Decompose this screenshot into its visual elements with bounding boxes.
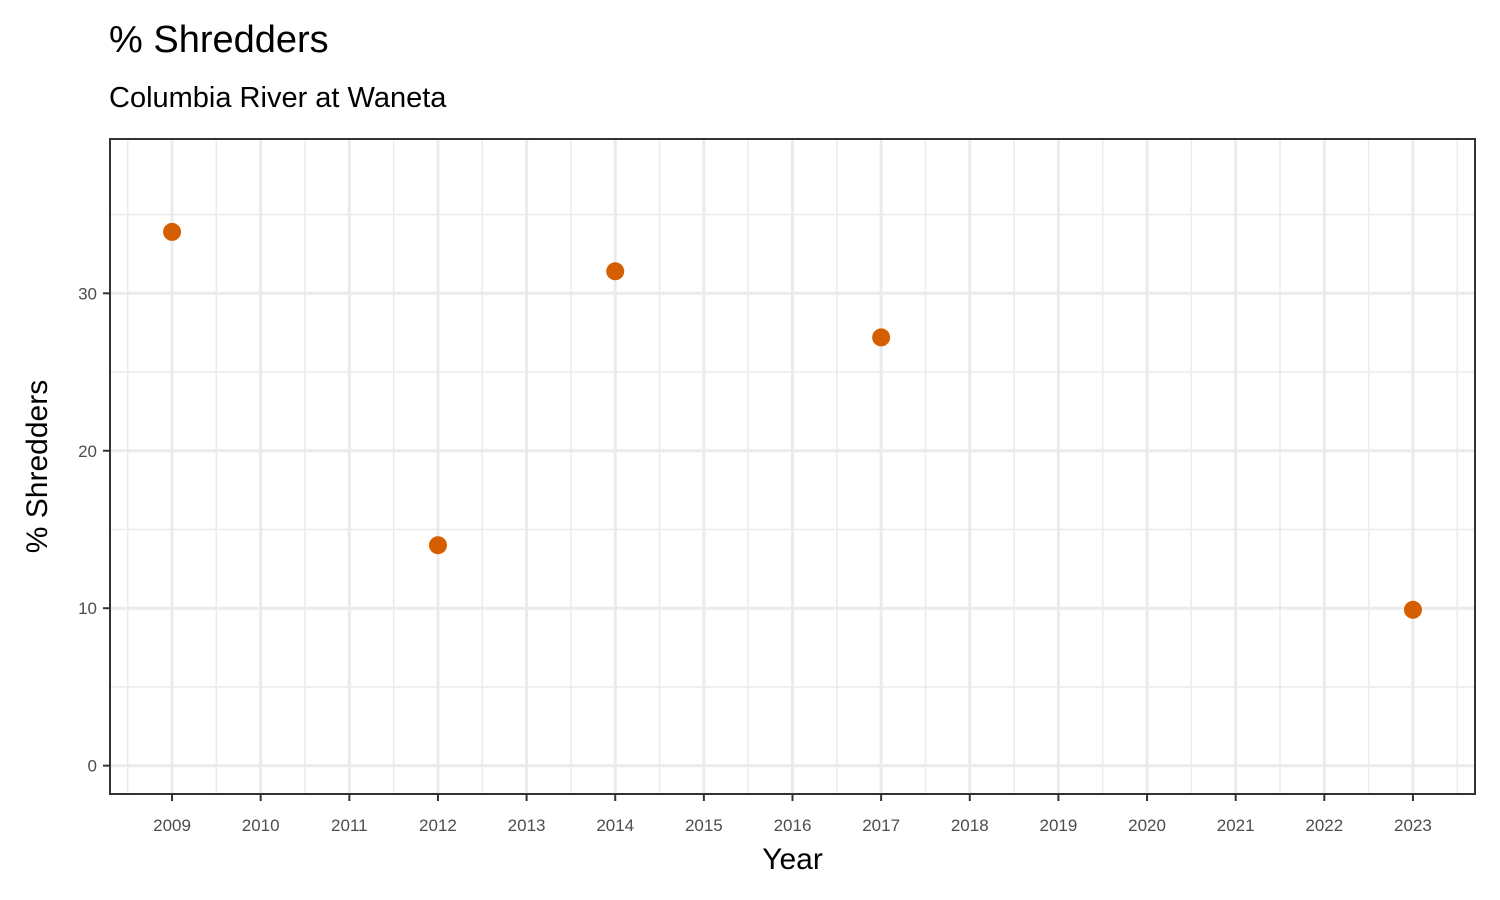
x-tick-label: 2012	[419, 816, 457, 835]
x-axis: 2009 2010 2011 2012 2013 2014 2015 2016 2017 2018…	[153, 794, 1432, 835]
x-tick-label: 2009	[153, 816, 191, 835]
y-tick-label: 20	[78, 442, 97, 461]
x-tick-label: 2015	[685, 816, 723, 835]
y-tick-label: 10	[78, 599, 97, 618]
grid	[110, 139, 1475, 794]
data-point	[872, 328, 891, 347]
x-axis-title: Year	[762, 843, 823, 876]
x-tick-label: 2023	[1394, 816, 1432, 835]
x-tick-label: 2010	[242, 816, 280, 835]
y-tick-label: 30	[78, 284, 97, 303]
data-point	[1403, 600, 1422, 619]
data-points	[163, 222, 1422, 619]
x-tick-label: 2022	[1305, 816, 1343, 835]
y-axis: 0 10 20 30	[78, 284, 110, 776]
chart-title: % Shredders	[109, 19, 329, 61]
y-axis-title: % Shredders	[21, 380, 54, 553]
data-point	[606, 262, 625, 281]
x-tick-label: 2017	[862, 816, 900, 835]
y-tick-label: 0	[88, 757, 97, 776]
x-tick-label: 2014	[596, 816, 634, 835]
x-tick-label: 2016	[774, 816, 812, 835]
x-tick-label: 2019	[1039, 816, 1077, 835]
data-point	[428, 536, 447, 555]
chart-subtitle: Columbia River at Waneta	[109, 82, 447, 114]
data-point	[163, 222, 182, 241]
x-tick-label: 2013	[508, 816, 546, 835]
x-tick-label: 2018	[951, 816, 989, 835]
x-tick-label: 2021	[1217, 816, 1255, 835]
x-tick-label: 2020	[1128, 816, 1166, 835]
x-tick-label: 2011	[331, 816, 368, 835]
